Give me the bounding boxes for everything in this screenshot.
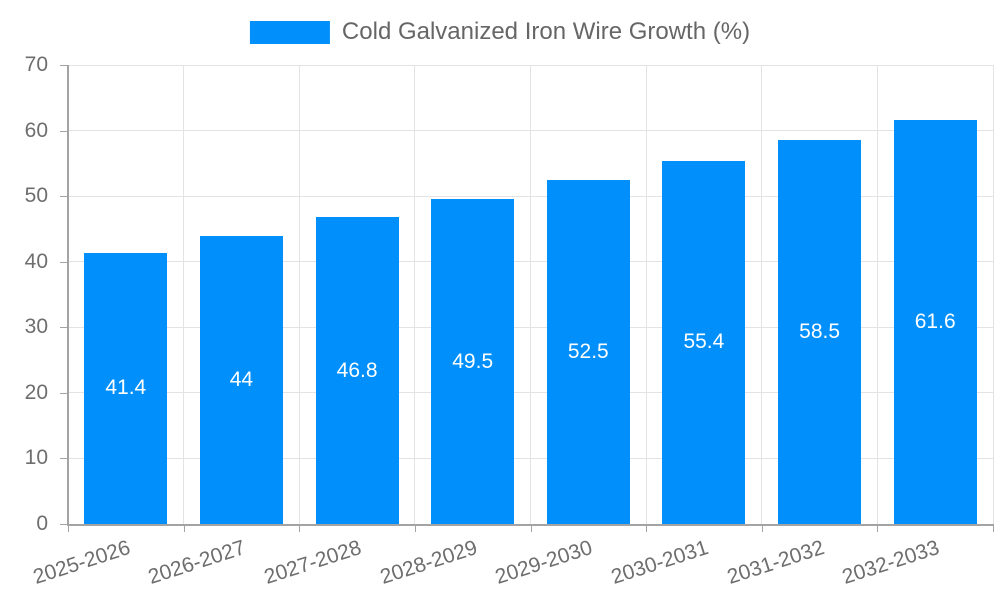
bar[interactable]: 61.6: [893, 120, 977, 524]
y-axis-tick: [60, 130, 68, 132]
x-axis-tick: [530, 524, 532, 532]
x-gridline: [183, 65, 185, 524]
x-gridline: [298, 65, 300, 524]
bar-value-label: 46.8: [336, 358, 378, 382]
bar-value-label: 44: [229, 367, 254, 391]
y-axis-tick: [60, 327, 68, 329]
y-axis-tick-label: 20: [24, 380, 48, 404]
bar-value-label: 61.6: [914, 310, 956, 334]
bar[interactable]: 58.5: [778, 140, 862, 524]
y-axis-line: [67, 65, 69, 524]
bar[interactable]: 46.8: [315, 217, 399, 524]
bar[interactable]: 44: [199, 235, 283, 524]
y-axis-tick: [60, 458, 68, 460]
x-axis-tick: [68, 524, 69, 532]
x-axis-line: [67, 524, 994, 526]
plot-area: 41.4 44 46.8 49.5 52.5 55.4 58.5 61.6: [68, 64, 994, 524]
x-axis-tick: [414, 524, 416, 532]
bar[interactable]: 55.4: [662, 160, 746, 524]
x-gridline: [992, 65, 994, 524]
bar-value-label: 49.5: [452, 349, 494, 373]
y-axis-tick-label: 50: [24, 184, 48, 208]
x-gridline: [530, 65, 531, 524]
x-axis-tick: [761, 524, 763, 532]
x-axis-tick: [646, 524, 648, 532]
x-gridline: [414, 65, 416, 524]
legend-label: Cold Galvanized Iron Wire Growth (%): [341, 18, 751, 45]
bar-value-label: 52.5: [567, 339, 609, 363]
y-axis-tick: [60, 524, 68, 525]
x-gridline: [645, 65, 647, 524]
bar-value-label: 41.4: [105, 376, 147, 400]
bar-value-label: 55.4: [683, 330, 725, 354]
x-axis-tick: [877, 524, 879, 532]
legend-swatch-icon[interactable]: [249, 20, 330, 44]
y-axis-tick: [60, 392, 68, 394]
legend[interactable]: Cold Galvanized Iron Wire Growth (%): [249, 18, 751, 46]
x-axis-tick: [993, 524, 994, 532]
x-gridline: [761, 65, 763, 524]
y-axis-tick: [60, 261, 68, 263]
y-axis-tick-label: 0: [36, 512, 48, 535]
y-axis-tick: [60, 196, 68, 198]
x-axis-tick: [183, 524, 185, 532]
bar[interactable]: 49.5: [431, 199, 515, 524]
bar[interactable]: 52.5: [546, 179, 630, 524]
y-axis-tick-label: 30: [24, 315, 48, 339]
x-axis-tick: [299, 524, 301, 532]
bar[interactable]: 41.4: [84, 252, 168, 524]
bar-value-label: 58.5: [799, 320, 841, 344]
y-axis-tick: [60, 65, 68, 66]
y-axis-tick-label: 40: [24, 249, 48, 273]
y-axis-tick-label: 10: [24, 446, 48, 470]
y-axis-tick-label: 70: [24, 53, 48, 76]
x-gridline: [876, 65, 878, 524]
y-axis-tick-label: 60: [24, 118, 48, 142]
